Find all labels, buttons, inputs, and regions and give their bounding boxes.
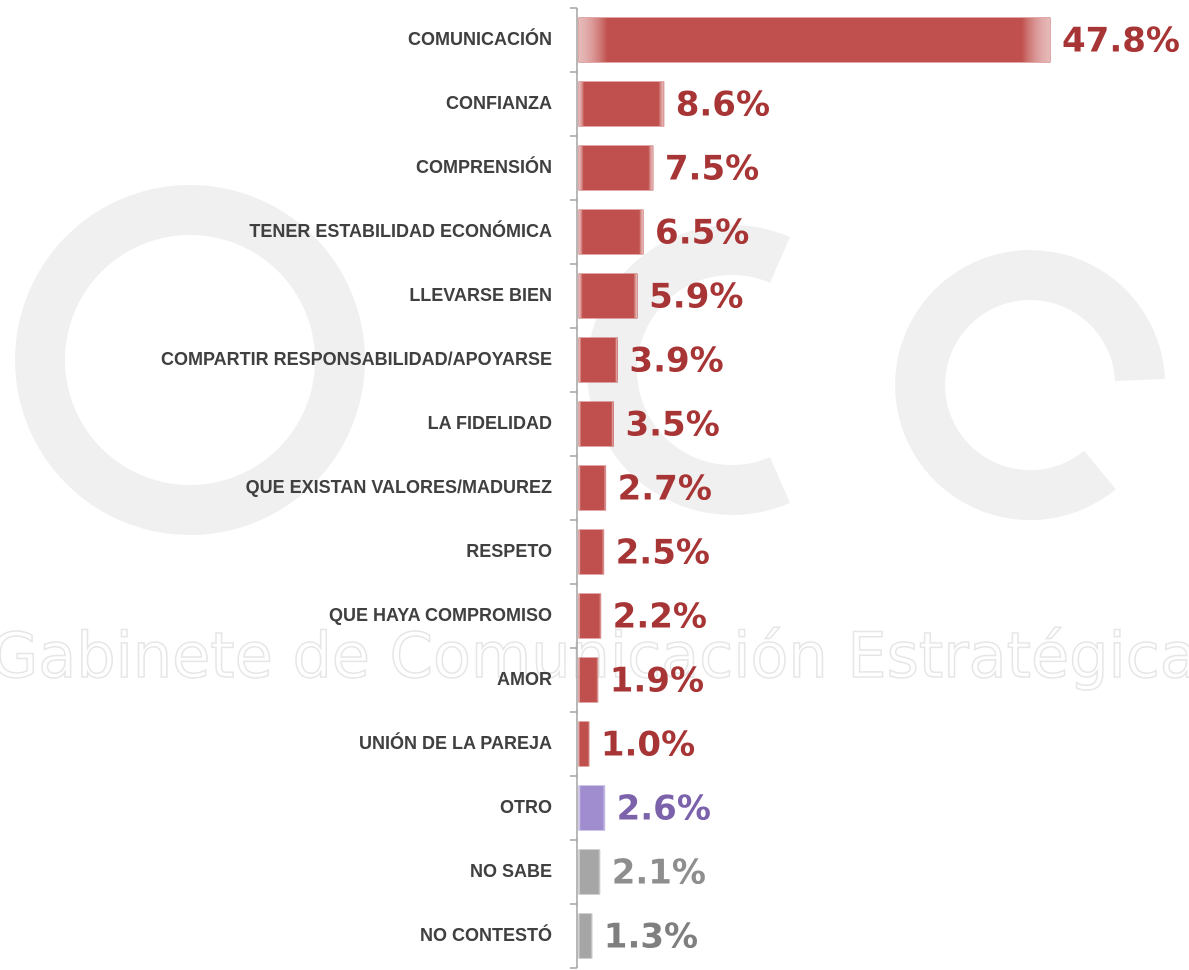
value-label: 3.9% [629, 341, 723, 381]
category-label: LLEVARSE BIEN [409, 285, 552, 305]
bar-bevel [579, 850, 600, 894]
category-label: RESPETO [466, 541, 552, 561]
value-label: 1.0% [601, 725, 695, 765]
category-label: COMPARTIR RESPONSABILIDAD/APOYARSE [161, 349, 552, 369]
value-label: 1.3% [604, 917, 698, 957]
value-label: 1.9% [610, 661, 704, 701]
category-label: NO SABE [470, 861, 552, 881]
value-label: 3.5% [625, 405, 719, 445]
bar-bevel [579, 18, 1050, 62]
bar-bevel [579, 722, 589, 766]
value-label: 8.6% [676, 85, 770, 125]
category-label: QUE EXISTAN VALORES/MADUREZ [246, 477, 552, 497]
value-label: 2.6% [617, 789, 711, 829]
category-label: CONFIANZA [446, 93, 552, 113]
bar-bevel [579, 210, 644, 254]
category-label: LA FIDELIDAD [428, 413, 552, 433]
value-label: 47.8% [1062, 21, 1180, 61]
value-label: 2.2% [613, 597, 707, 637]
bar-bevel [579, 338, 618, 382]
category-label: TENER ESTABILIDAD ECONÓMICA [249, 220, 552, 241]
category-label: AMOR [497, 669, 552, 689]
bar-bevel [579, 402, 614, 446]
bar-bevel [579, 146, 653, 190]
value-label: 2.1% [612, 853, 706, 893]
bar-bevel [579, 466, 606, 510]
category-label: UNIÓN DE LA PAREJA [359, 732, 552, 753]
value-label: 7.5% [665, 149, 759, 189]
value-label: 6.5% [655, 213, 749, 253]
bar-bevel [579, 530, 604, 574]
bar-bevel [579, 82, 664, 126]
bar-bevel [579, 914, 592, 958]
category-label: OTRO [500, 797, 552, 817]
bar-bevel [579, 786, 605, 830]
category-label: QUE HAYA COMPROMISO [329, 605, 552, 625]
category-label: COMUNICACIÓN [408, 28, 552, 49]
value-label: 5.9% [649, 277, 743, 317]
category-label: COMPRENSIÓN [416, 156, 552, 177]
value-label: 2.5% [616, 533, 710, 573]
bar-bevel [579, 594, 601, 638]
value-label: 2.7% [618, 469, 712, 509]
category-label: NO CONTESTÓ [420, 924, 552, 945]
bar-bevel [579, 658, 598, 702]
bar-bevel [579, 274, 638, 318]
